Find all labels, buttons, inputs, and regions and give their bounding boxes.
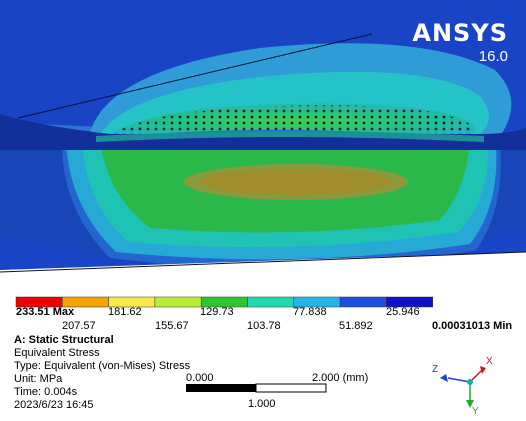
brand-name: ANSYS xyxy=(412,19,508,47)
y-axis-label: Y xyxy=(472,406,479,416)
interface-band xyxy=(0,114,526,150)
z-axis-label: Z xyxy=(432,364,438,375)
coordinate-triad[interactable]: X Y Z xyxy=(430,350,500,417)
x-axis-arrow xyxy=(480,366,486,374)
lower-hotspot-core xyxy=(200,169,392,195)
result-type: Type: Equivalent (von-Mises) Stress xyxy=(14,360,191,372)
bottom-boundary xyxy=(0,251,526,273)
bottom-edge xyxy=(0,252,526,290)
legend-value-51: 51.892 xyxy=(339,320,373,332)
scale-end-label: 2.000 (mm) xyxy=(312,372,369,384)
legend-swatch xyxy=(154,296,202,308)
cap-ring xyxy=(96,131,484,142)
contour-legend: 233.51 Max 181.62 129.73 77.838 25.946 2… xyxy=(0,295,526,340)
legend-value-77: 77.838 xyxy=(293,306,327,318)
analysis-title: A: Static Structural xyxy=(14,334,114,346)
legend-min-label: 0.00031013 Min xyxy=(432,320,513,332)
legend-value-103: 103.78 xyxy=(247,320,281,332)
legend-swatch xyxy=(247,296,295,308)
legend-value-129: 129.73 xyxy=(200,306,234,318)
z-axis-arrow xyxy=(440,374,448,382)
x-axis-label: X xyxy=(486,356,493,367)
legend-max-label: 233.51 Max xyxy=(16,306,75,318)
model-viewport[interactable]: ANSYS 16.0 xyxy=(0,0,526,290)
result-date: 2023/6/23 16:45 xyxy=(14,399,94,411)
ansys-logo: ANSYS 16.0 xyxy=(412,20,508,65)
legend-swatch xyxy=(339,296,387,308)
legend-value-25: 25.946 xyxy=(386,306,420,318)
scale-start-label: 0.000 xyxy=(186,372,214,384)
brand-version: 16.0 xyxy=(478,48,508,65)
legend-value-181: 181.62 xyxy=(108,306,142,318)
z-axis-line xyxy=(447,377,471,383)
triad-origin xyxy=(467,379,473,385)
edge-line xyxy=(17,33,373,119)
legend-value-155: 155.67 xyxy=(155,320,189,332)
result-info-block: A: Static Structural Equivalent Stress T… xyxy=(14,334,190,412)
scale-mid-label: 1.000 xyxy=(248,398,276,410)
legend-value-207: 207.57 xyxy=(62,320,96,332)
result-unit: Unit: MPa xyxy=(14,373,63,385)
legend-swatch xyxy=(386,296,433,308)
result-time: Time: 0.004s xyxy=(14,386,78,398)
y-axis-arrow xyxy=(466,400,474,408)
legend-color-bar xyxy=(15,296,433,308)
result-name: Equivalent Stress xyxy=(14,347,100,359)
scale-bar xyxy=(186,383,327,393)
cap-hole-pattern xyxy=(112,105,472,135)
